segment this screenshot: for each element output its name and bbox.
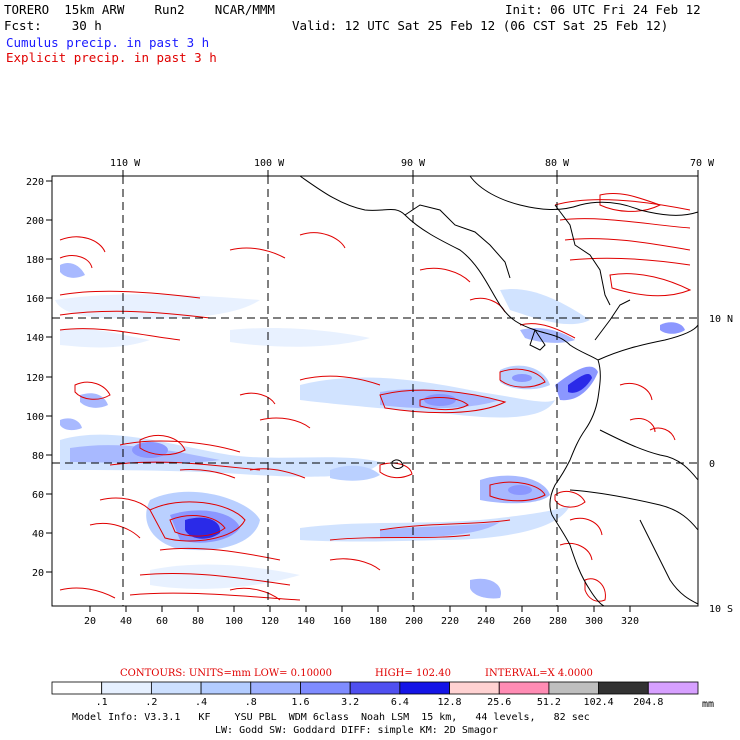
- axis-ticks: [46, 170, 699, 612]
- x-tick-label: 140: [297, 616, 315, 627]
- colorbar-labels: .1 .2 .4 .8 1.6 3.2 6.4 12.8 25.6 51.2 102.4 204.8: [96, 697, 664, 708]
- lon-label-100w: 100 W: [254, 158, 285, 169]
- colorbar-label: 6.4: [391, 697, 409, 708]
- x-tick-label: 240: [477, 616, 495, 627]
- colorbar: [51, 681, 699, 695]
- x-tick-label: 300: [585, 616, 603, 627]
- colorbar-label: 204.8: [633, 697, 663, 708]
- lat-label-10n: 10 N: [709, 314, 733, 325]
- physics-info: LW: Godd SW: Goddard DIFF: simple KM: 2D…: [215, 725, 498, 736]
- colorbar-swatch: [200, 681, 252, 695]
- x-tick-label: 280: [549, 616, 567, 627]
- colorbar-swatch: [647, 681, 699, 695]
- coastlines: [299, 175, 699, 607]
- lon-label-70w: 70 W: [690, 158, 715, 169]
- explicit-precip-contours: [59, 192, 692, 602]
- colorbar-label: 3.2: [341, 697, 359, 708]
- model-title: TORERO 15km ARW Run2 NCAR/MMM: [4, 2, 275, 17]
- contours-high: HIGH= 102.40: [375, 668, 451, 679]
- y-tick-label: 20: [32, 568, 44, 579]
- y-tick-label: 40: [32, 529, 44, 540]
- x-tick-label: 40: [120, 616, 132, 627]
- x-tick-label: 200: [405, 616, 423, 627]
- map-frame: [51, 175, 699, 607]
- lon-label-90w: 90 W: [401, 158, 426, 169]
- colorbar-label: .2: [145, 697, 157, 708]
- explicit-precip-label: Explicit precip. in past 3 h: [6, 50, 217, 65]
- colorbar-label: .8: [245, 697, 257, 708]
- colorbar-swatch: [150, 681, 202, 695]
- cumulus-precip-shading: [55, 263, 685, 599]
- y-tick-label: 100: [26, 412, 44, 423]
- contours-units: CONTOURS: UNITS=mm LOW= 0.10000: [120, 668, 332, 679]
- x-tick-label: 320: [621, 616, 639, 627]
- colorbar-label: 1.6: [291, 697, 309, 708]
- y-tick-label: 180: [26, 255, 44, 266]
- x-tick-label: 60: [156, 616, 168, 627]
- lat-label-0: 0: [709, 459, 715, 470]
- x-tick-label: 260: [513, 616, 531, 627]
- x-tick-label: 20: [84, 616, 96, 627]
- y-tick-label: 220: [26, 177, 44, 188]
- colorbar-swatch: [399, 681, 450, 695]
- y-tick-label: 160: [26, 294, 44, 305]
- colorbar-label: .1: [96, 697, 108, 708]
- colorbar-swatch: [51, 681, 103, 695]
- x-tick-label: 120: [261, 616, 279, 627]
- x-tick-label: 180: [369, 616, 387, 627]
- left-tick-labels: 220 200 180 160 140 120 100 80 60 40 20: [26, 177, 44, 579]
- y-tick-label: 80: [32, 451, 44, 462]
- init-time: Init: 06 UTC Fri 24 Feb 12: [505, 2, 701, 17]
- x-tick-label: 80: [192, 616, 204, 627]
- y-tick-label: 120: [26, 373, 44, 384]
- colorbar-swatch: [250, 681, 301, 695]
- contours-interval: INTERVAL=X 4.0000: [485, 668, 593, 679]
- colorbar-unit: mm: [702, 699, 714, 710]
- longitude-labels: 110 W 100 W 90 W 80 W 70 W: [110, 158, 715, 169]
- colorbar-label: 51.2: [537, 697, 561, 708]
- colorbar-label: 12.8: [437, 697, 461, 708]
- colorbar-label: 25.6: [487, 697, 511, 708]
- model-info: Model Info: V3.3.1 KF YSU PBL WDM 6class…: [72, 712, 590, 723]
- colorbar-label: .4: [195, 697, 207, 708]
- latitude-labels: 10 N 0 10 S: [709, 314, 733, 615]
- valid-time: Valid: 12 UTC Sat 25 Feb 12 (06 CST Sat …: [292, 18, 669, 33]
- cumulus-precip-label: Cumulus precip. in past 3 h: [6, 35, 210, 50]
- colorbar-label: 102.4: [584, 697, 614, 708]
- colorbar-swatch: [300, 681, 351, 695]
- x-tick-label: 160: [333, 616, 351, 627]
- y-tick-label: 200: [26, 216, 44, 227]
- colorbar-swatch: [498, 681, 550, 695]
- lon-label-110w: 110 W: [110, 158, 141, 169]
- x-tick-label: 100: [225, 616, 243, 627]
- lon-label-80w: 80 W: [545, 158, 570, 169]
- contours-info: CONTOURS: UNITS=mm LOW= 0.10000 HIGH= 10…: [120, 668, 593, 679]
- lat-label-10s: 10 S: [709, 604, 733, 615]
- colorbar-swatch: [349, 681, 401, 695]
- colorbar-swatch: [101, 681, 152, 695]
- colorbar-swatch: [598, 681, 649, 695]
- forecast-hour: Fcst: 30 h: [4, 18, 102, 33]
- y-tick-label: 60: [32, 490, 44, 501]
- x-tick-label: 220: [441, 616, 459, 627]
- colorbar-swatch: [449, 681, 500, 695]
- bottom-tick-labels: 20 40 60 80 100 120 140 160 180 200 220 …: [84, 616, 639, 627]
- lat-lon-grid: [52, 176, 698, 606]
- colorbar-swatch: [548, 681, 600, 695]
- y-tick-label: 140: [26, 333, 44, 344]
